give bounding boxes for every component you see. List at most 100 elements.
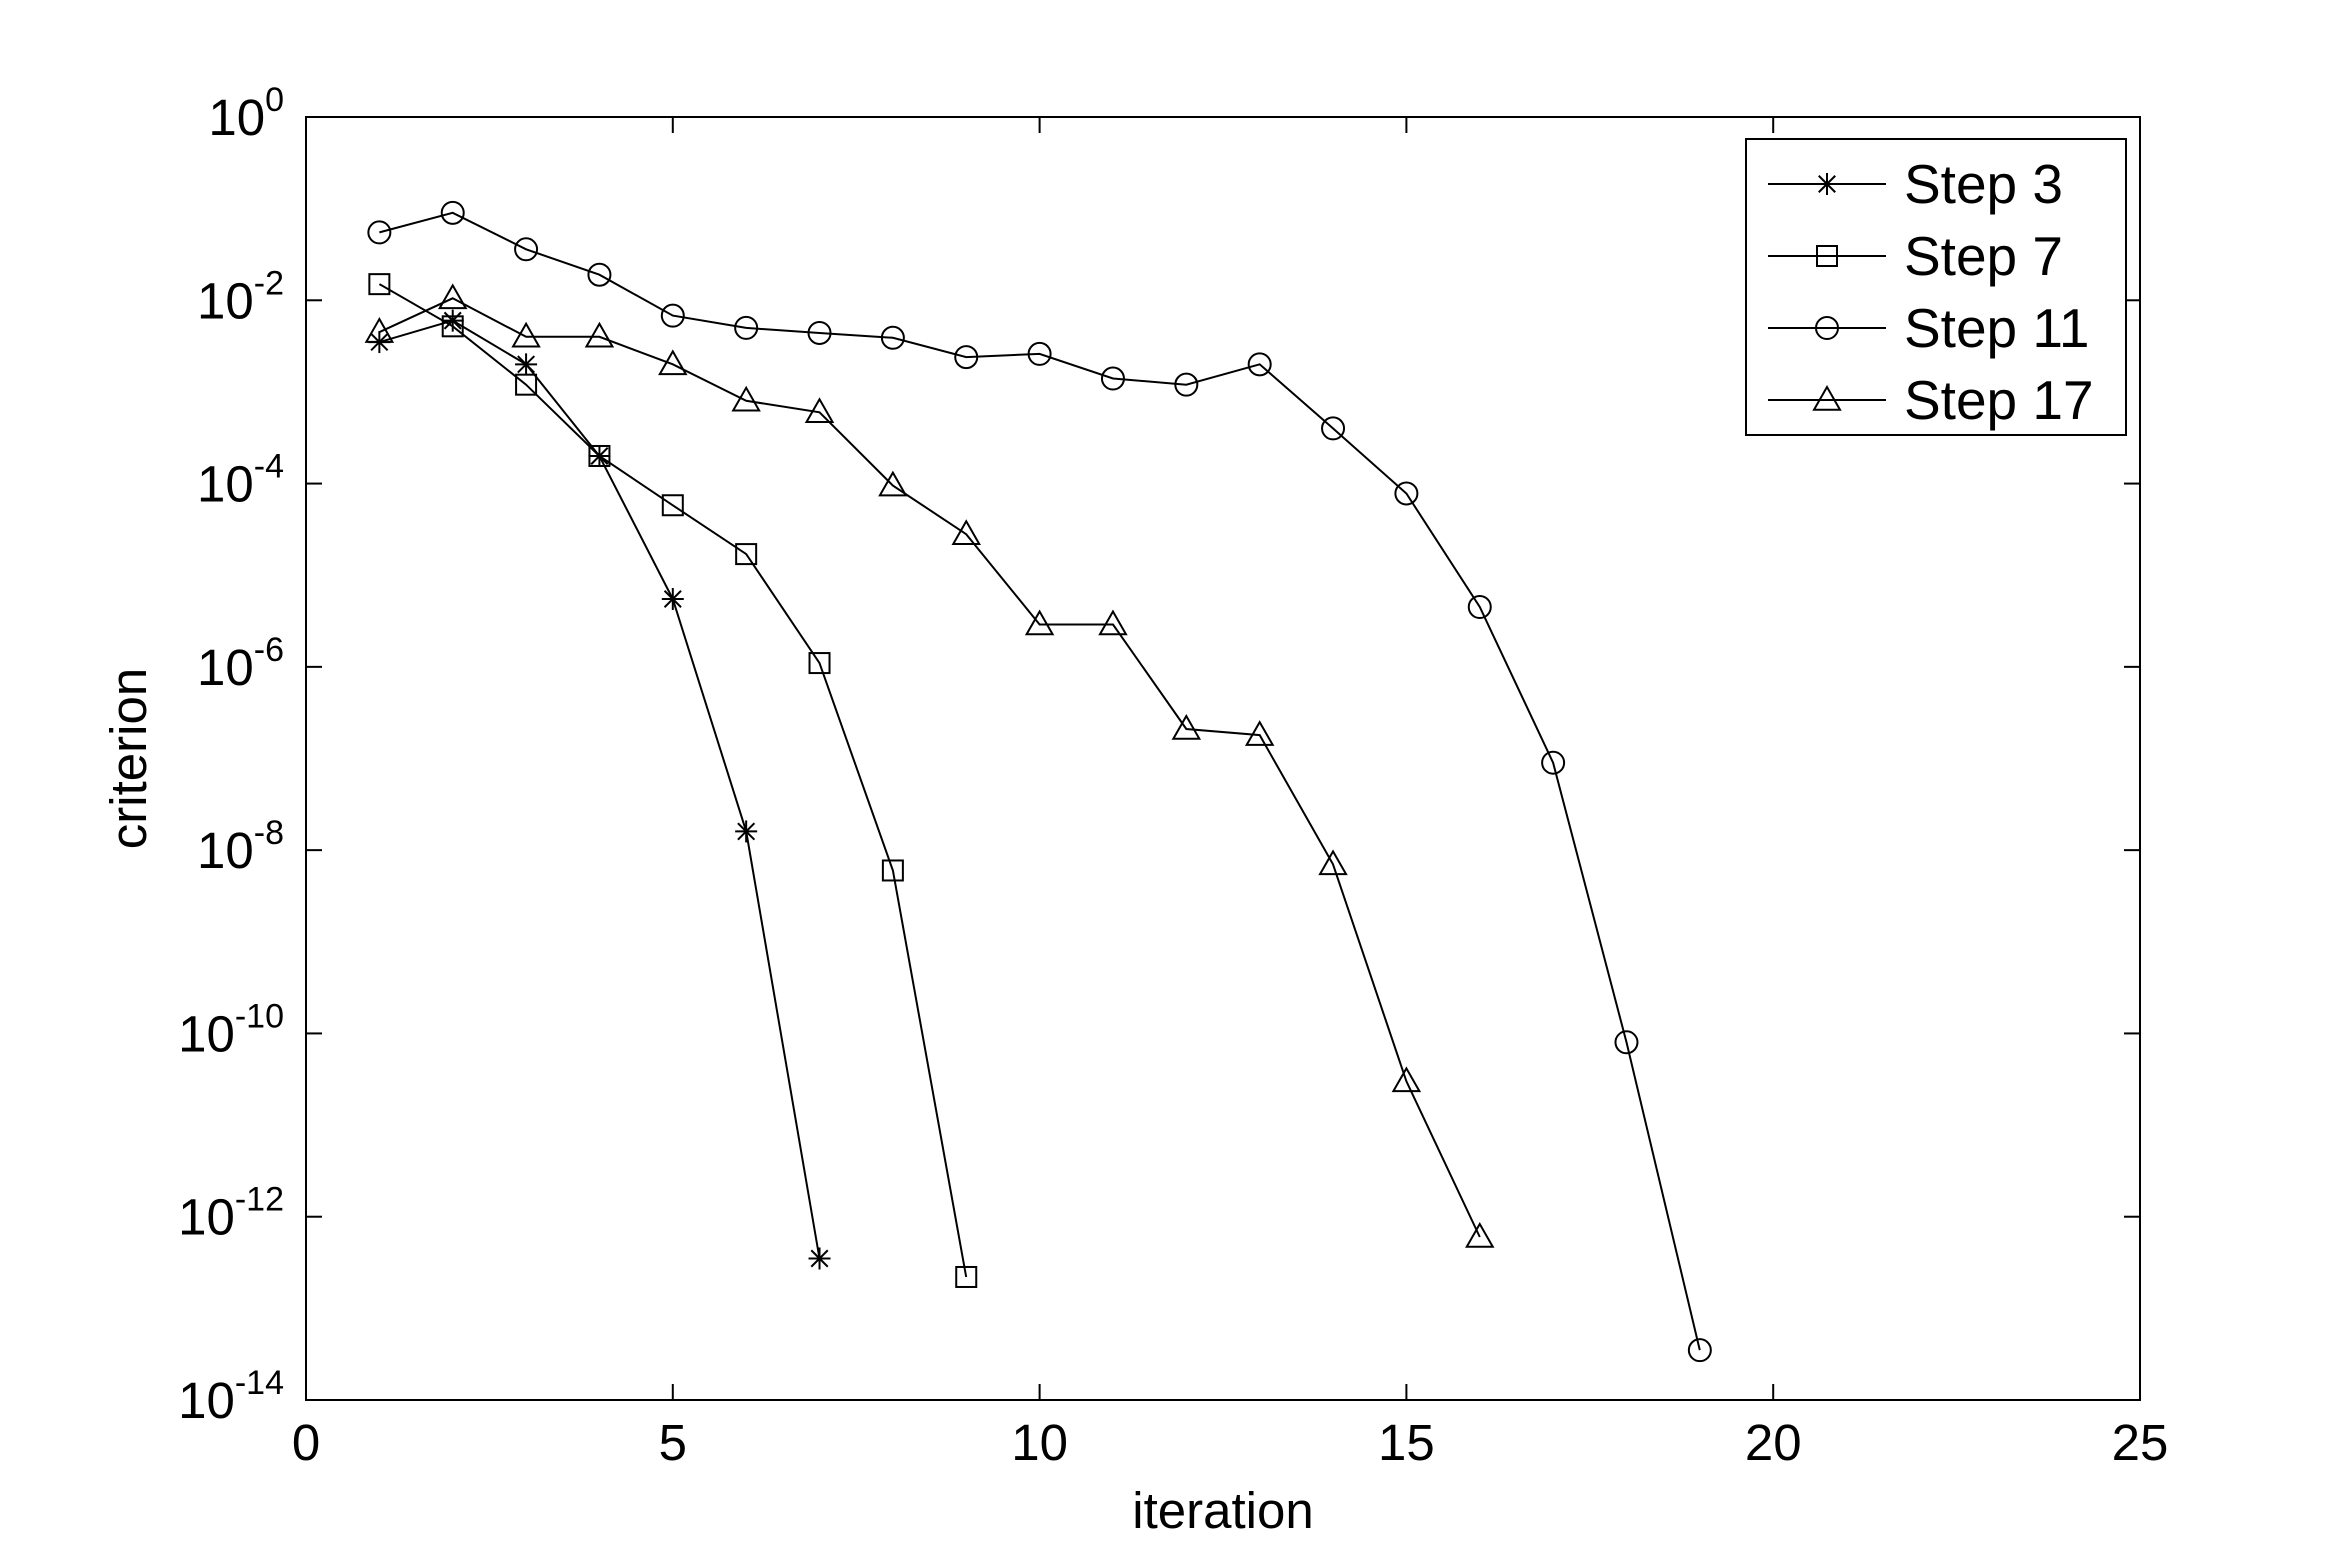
y-tick-label: 10-14 xyxy=(178,1364,284,1429)
data-point-circle xyxy=(1467,594,1492,619)
series-group xyxy=(364,200,1712,1363)
series-line xyxy=(379,211,1701,1351)
data-point-triangle xyxy=(804,397,835,424)
x-axis-label: iteration xyxy=(1132,1482,1313,1539)
y-tick-label: 10-8 xyxy=(197,814,284,879)
y-tick-label: 10-10 xyxy=(178,997,284,1062)
data-point-square xyxy=(955,1265,978,1288)
plot-area-frame xyxy=(305,116,2141,1401)
data-point-star xyxy=(661,588,684,611)
y-tick-label: 10-6 xyxy=(197,631,284,696)
legend-label: Step 17 xyxy=(1904,369,2094,431)
data-point-star xyxy=(735,820,758,843)
data-point-circle xyxy=(1815,316,1839,340)
y-tick-base: 10 xyxy=(197,272,254,329)
data-point-star xyxy=(441,309,464,332)
legend: Step 3 Step 7 Step 11 Step 17 xyxy=(1745,138,2127,436)
legend-entry: Step 7 xyxy=(1768,225,2063,287)
x-tick-labels: 0 5 10 15 20 25 xyxy=(292,1414,2169,1471)
data-point-circle xyxy=(1394,481,1419,506)
data-point-triangle xyxy=(1098,609,1128,636)
legend-box xyxy=(1745,138,2127,436)
y-tick-base: 10 xyxy=(208,89,265,146)
data-point-triangle xyxy=(951,519,981,545)
data-point-triangle xyxy=(1465,1222,1495,1248)
series-step-17 xyxy=(364,283,1495,1248)
x-tick-label: 10 xyxy=(1011,1414,1068,1471)
data-point-square xyxy=(515,373,538,396)
data-point-circle xyxy=(954,345,979,370)
y-tick-base: 10 xyxy=(197,822,254,879)
data-point-square xyxy=(441,315,464,338)
data-point-triangle xyxy=(437,283,468,310)
data-point-star xyxy=(808,1247,831,1270)
data-point-triangle xyxy=(1244,720,1275,746)
data-point-square xyxy=(588,444,611,467)
legend-label: Step 11 xyxy=(1904,297,2090,359)
data-point-circle xyxy=(514,237,539,262)
y-tick-label: 100 xyxy=(208,81,284,146)
data-point-star xyxy=(1816,173,1838,195)
data-point-circle xyxy=(807,320,832,345)
x-tick-label: 5 xyxy=(659,1414,687,1471)
data-point-triangle xyxy=(1171,713,1202,740)
y-tick-exponent: -12 xyxy=(235,1181,284,1219)
data-point-triangle xyxy=(1391,1066,1422,1093)
series-line xyxy=(378,297,1481,1238)
data-point-triangle xyxy=(584,321,615,348)
y-tick-exponent: -2 xyxy=(254,264,284,302)
data-point-circle xyxy=(1687,1338,1712,1363)
y-tick-exponent: -14 xyxy=(235,1364,284,1402)
data-point-circle xyxy=(660,303,685,328)
data-point-circle xyxy=(1174,372,1199,397)
legend-entry: Step 3 xyxy=(1768,153,2063,215)
y-tick-exponent: -4 xyxy=(254,448,284,486)
y-tick-exponent: 0 xyxy=(265,81,284,119)
data-point-square xyxy=(661,494,684,517)
x-tick-label: 20 xyxy=(1745,1414,1802,1471)
data-point-square xyxy=(808,652,831,675)
y-tick-base: 10 xyxy=(178,1372,235,1429)
legend-entry: Step 17 xyxy=(1768,369,2094,431)
y-tick-label: 10-12 xyxy=(178,1181,284,1246)
data-point-circle xyxy=(1247,352,1272,377)
legend-label: Step 3 xyxy=(1904,153,2063,215)
data-point-triangle xyxy=(511,321,541,348)
data-point-circle xyxy=(1321,416,1346,441)
y-tick-exponent: -6 xyxy=(254,631,284,669)
data-point-circle xyxy=(1100,366,1125,391)
y-axis-label: criterion xyxy=(100,668,157,849)
data-point-triangle xyxy=(1812,384,1842,411)
data-point-triangle xyxy=(731,385,761,412)
data-point-square xyxy=(368,273,391,296)
data-point-circle xyxy=(880,325,905,350)
y-tick-base: 10 xyxy=(178,1189,235,1246)
y-tick-base: 10 xyxy=(178,1005,235,1062)
series-step-7 xyxy=(368,273,978,1288)
y-tick-label: 10-2 xyxy=(197,264,284,329)
y-tick-base: 10 xyxy=(197,456,254,513)
data-point-triangle xyxy=(878,470,908,497)
data-point-circle xyxy=(367,220,392,245)
series-line xyxy=(378,283,968,1278)
series-step-11 xyxy=(367,200,1712,1363)
data-point-triangle xyxy=(658,349,688,376)
data-point-triangle xyxy=(364,317,395,343)
data-point-star xyxy=(515,353,538,376)
x-tick-label: 15 xyxy=(1378,1414,1435,1471)
data-point-circle xyxy=(734,315,759,340)
legend-entry: Step 11 xyxy=(1768,297,2090,359)
y-tick-base: 10 xyxy=(197,639,254,696)
y-tick-exponent: -10 xyxy=(235,997,284,1035)
data-point-triangle xyxy=(1318,849,1348,876)
data-point-square xyxy=(881,859,904,882)
x-tick-label: 25 xyxy=(2112,1414,2169,1471)
data-point-circle xyxy=(1027,341,1052,366)
y-tick-label: 10-4 xyxy=(197,448,284,513)
data-point-circle xyxy=(440,200,465,225)
data-point-square xyxy=(1816,245,1838,267)
y-tick-exponent: -8 xyxy=(254,814,284,852)
x-tick-label: 0 xyxy=(292,1414,320,1471)
